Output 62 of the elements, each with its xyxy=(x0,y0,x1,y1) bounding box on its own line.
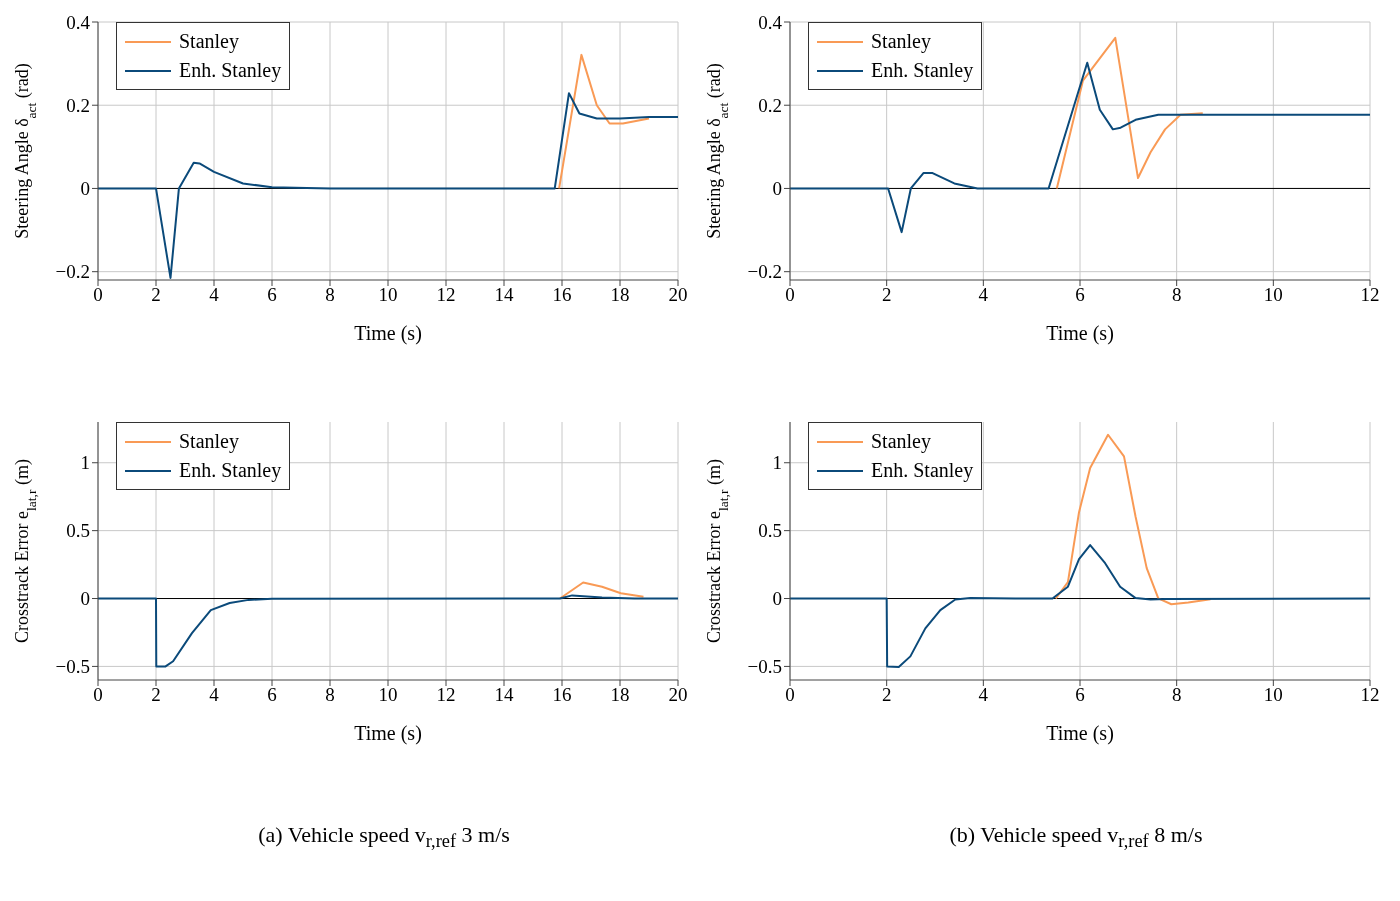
y-tick-label: 0.2 xyxy=(66,94,90,116)
x-tick-label: 6 xyxy=(267,284,277,306)
x-tick-label: 10 xyxy=(378,684,398,706)
y-tick-label: 0 xyxy=(80,588,90,610)
x-axis-title: Time (s) xyxy=(1046,322,1114,345)
y-tick-label: −0.5 xyxy=(747,656,782,678)
x-tick-label: 4 xyxy=(209,684,220,706)
x-tick-label: 10 xyxy=(1263,284,1283,306)
x-tick-label: 18 xyxy=(610,684,630,706)
x-tick-label: 14 xyxy=(494,284,514,306)
x-tick-label: 20 xyxy=(668,684,688,706)
x-tick-label: 18 xyxy=(610,284,630,306)
x-axis-title: Time (s) xyxy=(354,322,422,345)
x-tick-label: 2 xyxy=(151,684,161,706)
y-tick-label: 0 xyxy=(772,588,782,610)
y-tick-label: −0.5 xyxy=(55,656,90,678)
x-tick-label: 12 xyxy=(1360,684,1380,706)
x-tick-label: 12 xyxy=(436,684,456,706)
x-tick-label: 4 xyxy=(978,684,989,706)
x-tick-label: 8 xyxy=(325,684,335,706)
x-tick-label: 2 xyxy=(881,284,892,306)
y-tick-label: 0.4 xyxy=(66,11,91,33)
x-tick-label: 8 xyxy=(1171,684,1182,706)
y-tick-label: 1 xyxy=(772,452,782,474)
x-tick-label: 6 xyxy=(267,684,277,706)
legend-label: Enh. Stanley xyxy=(179,458,282,484)
y-tick-label: 0.5 xyxy=(66,520,90,542)
x-axis-title: Time (s) xyxy=(1046,722,1114,745)
x-tick-label: 8 xyxy=(325,284,335,306)
x-tick-label: 10 xyxy=(378,284,398,306)
x-tick-label: 16 xyxy=(552,684,572,706)
x-tick-label: 2 xyxy=(151,284,161,306)
x-tick-label: 2 xyxy=(881,684,892,706)
x-tick-label: 8 xyxy=(1171,284,1182,306)
y-tick-label: 0.5 xyxy=(758,520,782,542)
legend-label: Stanley xyxy=(871,429,931,455)
x-tick-label: 12 xyxy=(436,284,456,306)
x-tick-label: 6 xyxy=(1075,284,1085,306)
y-tick-label: 0.4 xyxy=(758,11,783,33)
x-tick-label: 16 xyxy=(552,284,572,306)
y-tick-label: 1 xyxy=(80,452,90,474)
y-tick-label: 0 xyxy=(772,178,782,200)
x-tick-label: 10 xyxy=(1263,684,1283,706)
text: (b) Vehicle speed v$_{r,ref}$ 8 m/s xyxy=(948,822,1204,853)
x-tick-label: 12 xyxy=(1360,284,1380,306)
legend-label: Stanley xyxy=(871,29,931,55)
y-tick-label: 0 xyxy=(80,178,90,200)
legend-label: Stanley xyxy=(179,29,239,55)
y-tick-label: 0.2 xyxy=(758,94,782,116)
legend-label: Enh. Stanley xyxy=(871,458,974,484)
text: (a) Vehicle speed v$_{r,ref}$ 3 m/s xyxy=(257,822,511,853)
legend-label: Enh. Stanley xyxy=(871,58,974,84)
legend-label: Enh. Stanley xyxy=(179,58,282,84)
x-tick-label: 4 xyxy=(209,284,220,306)
x-tick-label: 20 xyxy=(668,284,688,306)
x-axis-title: Time (s) xyxy=(354,722,422,745)
x-tick-label: 14 xyxy=(494,684,514,706)
x-tick-label: 4 xyxy=(978,284,989,306)
legend-label: Stanley xyxy=(179,429,239,455)
y-tick-label: −0.2 xyxy=(55,261,90,283)
x-tick-label: 6 xyxy=(1075,684,1085,706)
y-tick-label: −0.2 xyxy=(747,261,782,283)
